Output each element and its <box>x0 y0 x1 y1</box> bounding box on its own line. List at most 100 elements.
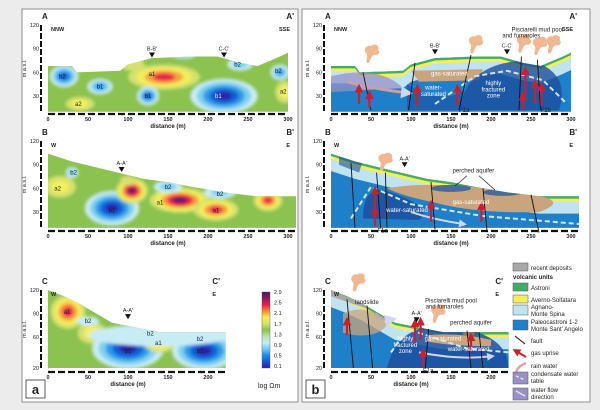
fault-legend-icon <box>514 335 526 345</box>
y-tick-label: 20 <box>316 366 322 372</box>
y-tick-label: 30 <box>33 210 39 216</box>
section-start-label: A <box>42 12 48 21</box>
section-end-label: B' <box>286 128 294 137</box>
x-axis-label: distance (m) <box>110 382 145 388</box>
y-tick-label: 60 <box>316 335 322 341</box>
highly-fractured-label: zone <box>487 94 501 100</box>
low-resistivity-anomaly <box>68 169 76 176</box>
panel-b-label-box <box>305 379 326 399</box>
pisciarelli-label: and fumaroles <box>426 305 464 311</box>
y-tick-label: 20 <box>33 366 39 372</box>
y-tick-label: 120 <box>30 23 39 29</box>
condensate-legend-icon <box>515 375 526 381</box>
y-axis-label: m a.s.l. <box>22 320 28 338</box>
colorbar-tick-label: 0.5 <box>274 354 282 360</box>
y-tick-label: 30 <box>33 94 39 100</box>
water-saturated-label: saturated <box>421 92 446 98</box>
x-axis-label: distance (m) <box>393 382 428 388</box>
fault-line <box>384 172 388 228</box>
section-direction-end: SSE <box>279 27 290 33</box>
landslide-label: landslide <box>355 300 379 306</box>
x-tick-label: 300 <box>566 117 575 123</box>
y-tick-label: 60 <box>316 186 322 192</box>
section-direction-start: NNW <box>51 27 65 33</box>
x-tick-label: 250 <box>526 117 535 123</box>
fault-line <box>530 194 540 233</box>
y-axis-label: m a.s.l. <box>22 175 28 193</box>
x-tick-label: 100 <box>123 117 132 123</box>
legend-recent-deposits: recent deposits <box>531 266 572 272</box>
highly-fractured-label: highly <box>398 337 414 343</box>
x-tick-label: 50 <box>368 117 374 123</box>
legend-agnano: Agnano- <box>531 305 554 311</box>
pisciarelli-label: Pisciarelli mud pool <box>425 298 477 304</box>
anomaly-label-b2: b2 <box>217 192 224 198</box>
cross-section-marker-label: C-C' <box>219 47 230 53</box>
cross-section-marker-icon <box>401 162 408 168</box>
x-axis-label: distance (m) <box>150 241 185 247</box>
x-tick-label: 150 <box>163 234 172 240</box>
cross-section-marker-icon <box>118 167 125 173</box>
legend-astroni: Astroni <box>531 286 550 292</box>
paleo-swatch <box>512 319 529 331</box>
water-flow-legend-icon <box>515 390 526 397</box>
y-axis-label: m a.s.l. <box>305 59 311 77</box>
anomaly-label-b2: b2 <box>85 319 92 325</box>
section-B-right-axes: m a.s.l. <box>305 141 579 233</box>
legend <box>512 262 529 401</box>
highly-fractured-label: zone <box>399 349 413 355</box>
section-start-label: C <box>325 277 331 286</box>
y-tick-label: 60 <box>33 70 39 76</box>
section-direction-end: E <box>569 143 573 149</box>
fault-line <box>408 62 416 111</box>
anomaly-label-b2: b2 <box>70 171 77 177</box>
y-tick-label: 90 <box>33 311 39 317</box>
x-axis-label: distance (m) <box>150 124 185 130</box>
cross-section-marker-icon <box>504 49 510 55</box>
condensate-water-table <box>350 185 580 225</box>
anomaly-label-a1: a1 <box>64 310 71 316</box>
colorbar-tick-label: 2.1 <box>274 311 282 317</box>
legend-water-flow: water flow <box>530 388 559 394</box>
panel-b-label: b <box>312 382 320 397</box>
low-resistivity-anomaly <box>105 203 119 213</box>
x-tick-label: 200 <box>203 375 212 381</box>
legend-paleo: Paleocastroni 1-2 <box>531 320 578 326</box>
gas-saturated-label: gas-saturated <box>425 337 462 343</box>
highly-fractured-label: highly <box>486 81 502 87</box>
colorbar-tick-label: 2.9 <box>274 290 282 296</box>
condensate-water-table-swatch <box>512 371 529 385</box>
perched-aquifer-pointer <box>454 175 468 187</box>
high-resistivity-anomaly <box>128 187 136 194</box>
fumarole-plume-icon <box>351 273 366 292</box>
cross-section-marker-label: A-A' <box>116 161 126 167</box>
cross-section-marker-label: A-A' <box>123 308 133 314</box>
section-end-label: B' <box>569 128 577 137</box>
colorbar-unit-label: log Ωm <box>258 383 281 390</box>
fumarole-plume-icon <box>468 35 484 54</box>
anomaly-label-b2: b2 <box>275 69 282 75</box>
anomaly-label-b1: b1 <box>145 94 152 100</box>
y-tick-label: 90 <box>316 311 322 317</box>
y-tick-label: 30 <box>316 210 322 216</box>
anomaly-label-b2: b2 <box>165 185 172 191</box>
fault-f1a-label: F1a <box>459 108 470 114</box>
y-tick-label: 90 <box>316 47 322 53</box>
colorbar-tick-label: 0.1 <box>274 364 282 370</box>
fumarole-plume-icon <box>378 152 393 172</box>
low-resistivity-anomaly <box>159 183 177 191</box>
section-start-label: C <box>42 277 48 286</box>
x-tick-label: 300 <box>566 234 575 240</box>
anomaly-label-a2: a2 <box>280 89 287 95</box>
x-tick-label: 100 <box>123 375 132 381</box>
y-tick-label: 120 <box>30 288 39 294</box>
anomaly-label-a1: a1 <box>149 72 156 78</box>
legend-gas-uprise: gas uprise <box>531 351 559 357</box>
y-axis-label: m a.s.l. <box>22 59 28 77</box>
section-end-label: C' <box>212 277 220 286</box>
anomaly-label-b1: b1 <box>125 349 132 355</box>
anomaly-label-b2: b2 <box>197 337 204 343</box>
section-direction-end: E <box>212 292 216 298</box>
fault-line <box>350 163 356 228</box>
x-tick-label: 150 <box>163 117 172 123</box>
